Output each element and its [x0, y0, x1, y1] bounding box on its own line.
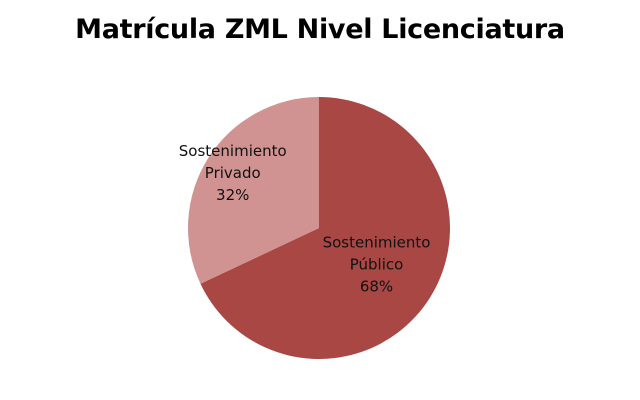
slice-labels: Sostenimiento Público 68% Sostenimiento Priv…	[179, 142, 431, 295]
slice-label-0: Sostenimiento Público 68%	[323, 234, 431, 296]
slice-category-label: Sostenimiento	[323, 234, 431, 252]
pie-slice-0	[200, 97, 450, 359]
slice-category-label: Privado	[205, 164, 261, 182]
slice-label-1: Sostenimiento Privado 32%	[179, 142, 287, 204]
slice-category-label: Sostenimiento	[179, 142, 287, 160]
slice-value-label: 32%	[216, 186, 249, 204]
slice-category-label: Público	[350, 256, 404, 274]
pie-slices	[187, 97, 450, 359]
pie-slice-1	[187, 97, 319, 284]
slice-value-label: 68%	[360, 278, 393, 296]
chart-title: Matrícula ZML Nivel Licenciatura	[75, 14, 565, 45]
